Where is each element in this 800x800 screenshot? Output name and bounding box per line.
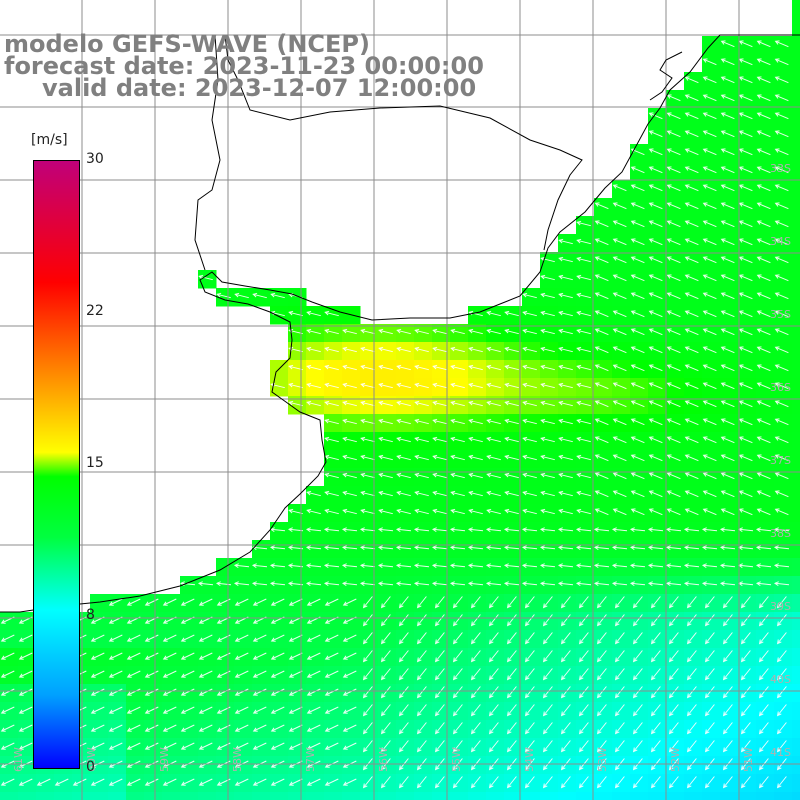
lon-label: 55W [450, 747, 463, 772]
valid-date: valid date: 2023-12-07 12:00:00 [42, 74, 477, 102]
lat-label: 35S [770, 308, 791, 321]
colorbar-tick-15: 15 [86, 455, 104, 471]
lat-label: 41S [770, 746, 791, 759]
lon-label: 60W [85, 747, 98, 772]
lat-label: 40S [770, 673, 791, 686]
lon-label: 51W [742, 747, 755, 772]
lon-label: 61W [12, 747, 25, 772]
model-title: modelo GEFS-WAVE (NCEP) [4, 30, 370, 58]
lat-label: 39S [770, 600, 791, 613]
lat-label: 33S [770, 162, 791, 175]
colorbar-tick-22: 22 [86, 303, 104, 319]
colorbar-tick-0: 0 [86, 759, 95, 775]
colorbar [33, 160, 80, 769]
wind-arrows [0, 40, 790, 789]
colorbar-tick-30: 30 [86, 151, 104, 167]
lon-label: 54W [523, 747, 536, 772]
lon-label: 57W [304, 747, 317, 772]
coastline [0, 34, 800, 613]
colorbar-unit: [m/s] [31, 132, 68, 148]
lon-label: 59W [158, 747, 171, 772]
lat-label: 36S [770, 381, 791, 394]
lat-label: 34S [770, 235, 791, 248]
colorbar-tick-8: 8 [86, 607, 95, 623]
lon-label: 56W [377, 747, 390, 772]
lon-label: 58W [231, 747, 244, 772]
forecast-date: forecast date: 2023-11-23 00:00:00 [4, 52, 484, 80]
lat-label: 37S [770, 454, 791, 467]
grid-tick-labels: 33S 34S 35S 36S 37S 38S 39S 40S 41S 61W 60W 59W 58W 5… [12, 162, 791, 772]
lon-label: 53W [596, 747, 609, 772]
lat-label: 38S [770, 527, 791, 540]
lon-label: 52W [669, 747, 682, 772]
